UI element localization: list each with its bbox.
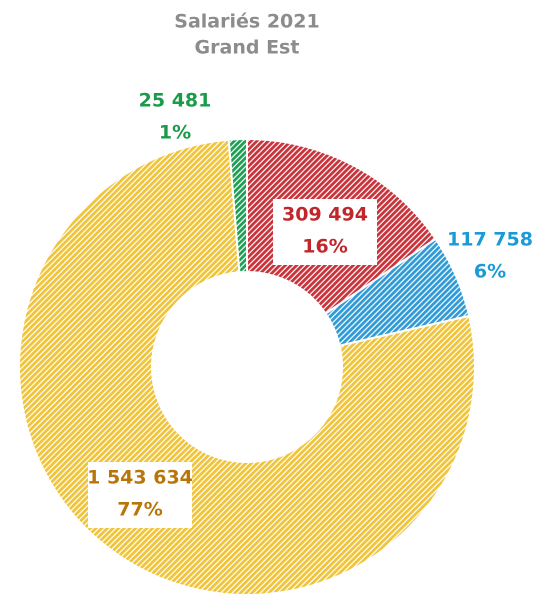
chart-title: Grand Est	[195, 37, 300, 59]
value-label: 25 481	[139, 90, 212, 112]
percent-label: 1%	[159, 122, 191, 144]
value-label: 309 494	[282, 204, 368, 226]
percent-label: 16%	[302, 236, 347, 258]
chart-title: Salariés 2021	[174, 11, 319, 33]
percent-label: 77%	[117, 499, 162, 521]
percent-label: 6%	[474, 261, 506, 283]
donut-slice	[227, 137, 248, 274]
value-label: 117 758	[447, 229, 533, 251]
label-box	[88, 462, 192, 528]
label-box	[273, 199, 377, 265]
value-label: 1 543 634	[87, 467, 193, 489]
